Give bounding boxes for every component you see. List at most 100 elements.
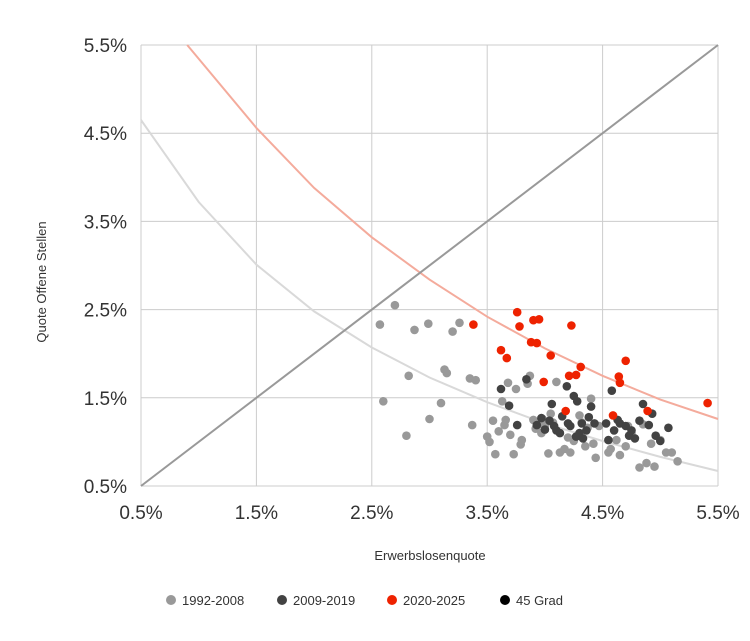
- point-series-0-39: [546, 409, 555, 419]
- point-series-0-58: [615, 450, 625, 460]
- point-series-2-13: [567, 321, 576, 330]
- point-series-1-6: [540, 425, 550, 434]
- point-series-1-24: [586, 402, 596, 411]
- point-series-2-2: [502, 353, 512, 363]
- point-series-1-5: [537, 413, 546, 423]
- point-series-0-69: [667, 448, 677, 457]
- point-series-1-42: [664, 423, 673, 433]
- point-series-0-70: [673, 457, 682, 466]
- point-series-1-2: [512, 420, 522, 430]
- point-series-0-20: [494, 427, 504, 436]
- reference-line: [140, 44, 719, 487]
- point-series-0-49: [581, 442, 590, 451]
- point-series-0-52: [589, 439, 598, 449]
- legend-marker-0: [166, 595, 176, 605]
- point-series-2-10: [546, 351, 555, 360]
- legend-marker-1: [277, 595, 287, 605]
- point-series-0-8: [436, 398, 446, 408]
- point-series-1-15: [566, 421, 575, 431]
- point-series-2-16: [608, 411, 618, 420]
- point-series-2-7: [532, 338, 542, 348]
- x-tick-label: 2.5%: [350, 503, 393, 524]
- point-series-2-20: [643, 406, 652, 416]
- point-series-0-24: [503, 378, 513, 388]
- point-series-2-14: [571, 370, 581, 380]
- point-series-1-29: [609, 426, 619, 435]
- point-series-0-56: [606, 444, 615, 454]
- point-series-1-0: [496, 384, 506, 394]
- point-series-1-13: [562, 382, 572, 391]
- point-series-0-18: [488, 416, 498, 426]
- point-series-1-38: [644, 420, 654, 430]
- data-points: [375, 300, 712, 472]
- point-series-2-1: [496, 345, 506, 355]
- point-series-0-27: [511, 384, 521, 394]
- x-axis-ticks: 0.5% 1.5% 2.5% 3.5% 4.5% 5.5%: [119, 503, 739, 524]
- point-series-0-12: [455, 318, 464, 328]
- x-tick-label: 4.5%: [581, 503, 624, 524]
- point-series-1-25: [590, 419, 599, 428]
- point-series-0-38: [544, 449, 553, 458]
- trend-curve-1: [186, 44, 719, 420]
- point-series-0-19: [491, 449, 500, 459]
- point-series-1-22: [582, 426, 591, 435]
- y-tick-label: 1.5%: [84, 389, 127, 410]
- point-series-0-6: [424, 319, 433, 329]
- point-series-0-1: [379, 397, 388, 406]
- point-series-0-41: [552, 377, 561, 387]
- point-series-2-15: [576, 362, 585, 372]
- point-series-0-47: [575, 411, 584, 420]
- point-series-2-12: [564, 371, 574, 381]
- y-tick-label: 2.5%: [84, 301, 127, 322]
- point-series-2-3: [512, 307, 522, 317]
- point-series-1-35: [630, 434, 640, 443]
- legend: 1992-2008 2009-2019 2020-2025 45 Grad: [166, 593, 563, 608]
- y-axis-label: Quote Offene Stellen: [34, 221, 49, 342]
- point-series-0-5: [410, 325, 419, 335]
- point-series-0-14: [467, 420, 477, 430]
- legend-label-1: 2009-2019: [293, 593, 355, 608]
- grid-lines: [140, 44, 719, 487]
- point-series-1-20: [577, 419, 587, 428]
- point-series-1-3: [522, 375, 531, 384]
- point-series-0-0: [375, 320, 385, 329]
- point-series-2-0: [469, 320, 478, 329]
- reference-line-45-grad: [140, 44, 719, 487]
- point-series-2-19: [621, 356, 630, 366]
- point-series-0-4: [404, 371, 414, 381]
- point-series-2-18: [615, 378, 625, 388]
- y-tick-label: 0.5%: [84, 477, 127, 498]
- y-tick-label: 5.5%: [84, 36, 127, 57]
- point-series-2-8: [534, 315, 544, 324]
- point-series-1-34: [627, 426, 636, 435]
- point-series-2-11: [561, 406, 570, 416]
- point-series-0-26: [509, 449, 518, 459]
- point-series-0-29: [517, 435, 527, 445]
- y-tick-label: 4.5%: [84, 124, 127, 145]
- point-series-0-62: [635, 463, 644, 472]
- point-series-0-10: [442, 368, 452, 378]
- point-series-1-28: [607, 386, 617, 396]
- point-series-0-2: [390, 300, 400, 310]
- point-series-2-9: [539, 377, 548, 387]
- legend-marker-3: [500, 595, 510, 605]
- point-series-1-4: [532, 420, 542, 430]
- point-series-0-57: [612, 435, 621, 445]
- legend-marker-2: [387, 595, 397, 605]
- trend-curves: [140, 44, 719, 472]
- point-series-0-65: [646, 439, 656, 449]
- point-series-1-1: [504, 401, 514, 411]
- point-series-1-23: [584, 412, 594, 422]
- legend-label-0: 1992-2008: [182, 593, 244, 608]
- point-series-1-8: [547, 399, 557, 409]
- point-series-1-21: [578, 434, 588, 443]
- point-series-1-41: [656, 436, 665, 446]
- point-series-1-36: [635, 416, 644, 426]
- point-series-1-27: [604, 435, 613, 445]
- point-series-2-4: [515, 322, 524, 331]
- point-series-0-11: [448, 327, 457, 336]
- point-series-1-37: [638, 399, 648, 409]
- point-series-0-53: [591, 453, 600, 463]
- x-tick-label: 1.5%: [235, 503, 278, 524]
